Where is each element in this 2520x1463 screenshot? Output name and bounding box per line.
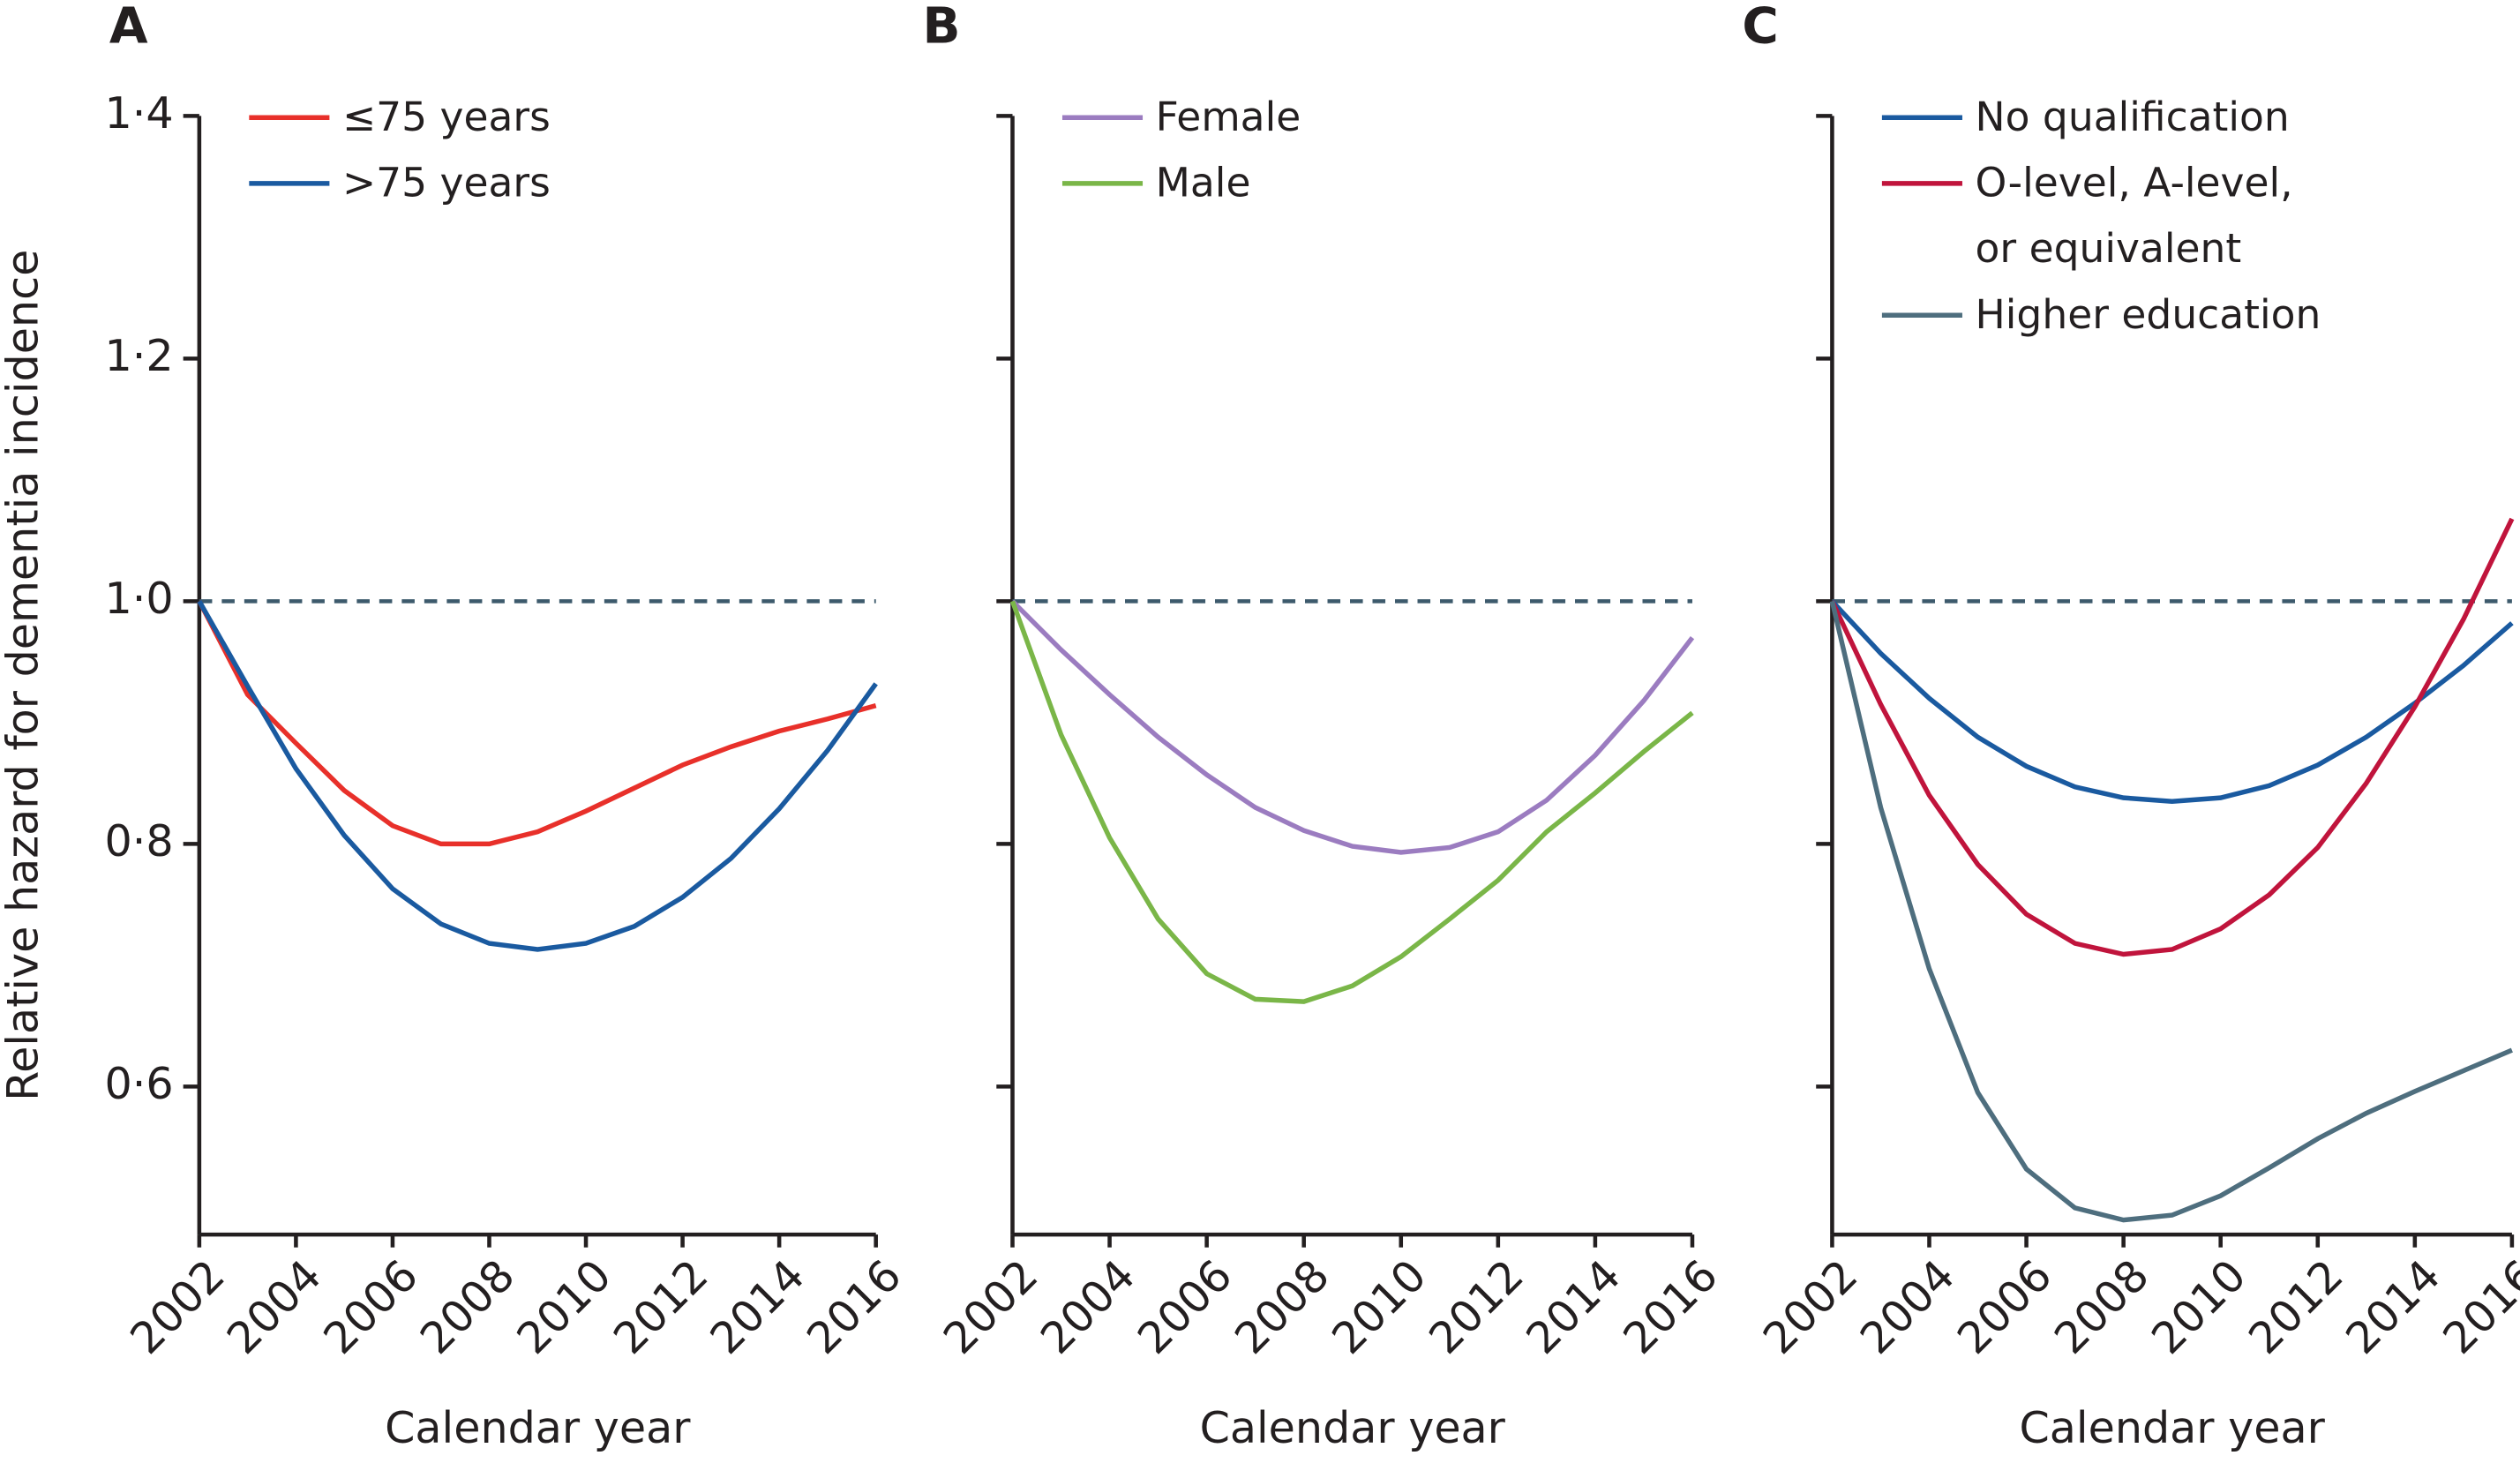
x-tick-label: 2006 (1947, 1249, 2061, 1363)
data-line (1010, 599, 1695, 855)
x-tick-label: 2008 (1225, 1249, 1339, 1363)
x-tick-label: 2004 (1031, 1249, 1144, 1363)
legend-entry: Male (1155, 159, 1251, 206)
x-tick-label: 2008 (410, 1249, 524, 1363)
x-tick-label: 2010 (2141, 1249, 2255, 1363)
data-line (197, 600, 877, 847)
x-axis-label: Calendar year (385, 1402, 691, 1453)
x-tick-label: 2002 (1753, 1249, 1867, 1363)
x-tick-label: 2004 (217, 1249, 331, 1363)
legend-entry: >75 years (341, 159, 551, 206)
legend-label: >75 years (341, 159, 551, 206)
y-tick-label: 0·8 (105, 815, 174, 867)
x-axis-label: Calendar year (2019, 1402, 2325, 1453)
x-tick-label: 2012 (2239, 1249, 2352, 1363)
x-tick-label: 2016 (2433, 1249, 2520, 1363)
x-tick-label: 2016 (797, 1249, 911, 1363)
y-axis-label: Relative hazard for dementia incidence (0, 250, 49, 1101)
data-line (1009, 600, 1694, 1004)
panel-label: A (109, 0, 148, 56)
y-tick-label: 1·4 (105, 87, 174, 139)
legend-entry: ≤75 years (341, 93, 551, 140)
x-tick-label: 2010 (506, 1249, 620, 1363)
y-tick-label: 0·6 (105, 1058, 174, 1109)
legend-entry: Female (1155, 93, 1301, 140)
y-tick-label: 1·2 (105, 330, 174, 381)
data-line (197, 600, 878, 952)
legend-entry: No qualification (1975, 93, 2290, 140)
legend-label: No qualification (1975, 93, 2290, 140)
data-line (1830, 599, 2514, 804)
x-tick-label: 2010 (1322, 1249, 1436, 1363)
legend-label: Male (1155, 159, 1251, 206)
legend-entry: Higher education (1975, 290, 2321, 338)
x-tick-label: 2006 (1128, 1249, 1241, 1363)
x-tick-label: 2012 (604, 1249, 717, 1363)
legend-label: ≤75 years (341, 93, 551, 140)
y-tick-label: 1·0 (105, 573, 174, 624)
x-tick-label: 2016 (1613, 1249, 1727, 1363)
panel-label: C (1742, 0, 1778, 56)
x-tick-label: 2006 (313, 1249, 427, 1363)
data-line (1829, 600, 2513, 1223)
x-tick-label: 2014 (1516, 1249, 1630, 1363)
legend-label: O-level, A-level, or equivalent (1975, 159, 2293, 273)
x-tick-label: 2004 (1850, 1249, 1964, 1363)
legend-entry: O-level, A-level, or equivalent (1975, 159, 2293, 273)
x-axis-label: Calendar year (1200, 1402, 1506, 1453)
x-tick-label: 2008 (2044, 1249, 2158, 1363)
x-tick-label: 2002 (120, 1249, 234, 1363)
x-tick-label: 2002 (934, 1249, 1047, 1363)
x-tick-label: 2014 (2336, 1249, 2449, 1363)
x-tick-label: 2012 (1419, 1249, 1533, 1363)
legend-label: Female (1155, 93, 1301, 140)
data-line (1829, 517, 2515, 957)
panel-label: B (923, 0, 961, 56)
legend-label: Higher education (1975, 290, 2321, 338)
x-tick-label: 2014 (701, 1249, 814, 1363)
